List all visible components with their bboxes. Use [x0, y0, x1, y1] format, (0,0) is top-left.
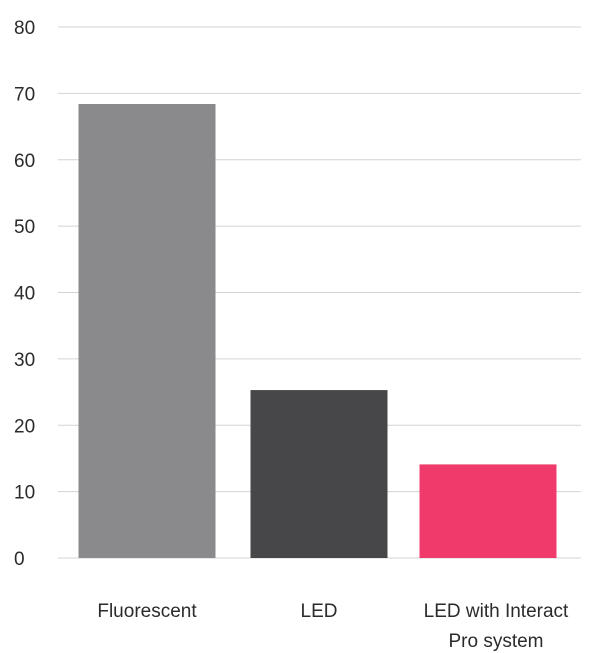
- y-tick-label: 60: [14, 151, 35, 172]
- bar-fluorescent: [78, 103, 216, 559]
- x-category-label: Pro system: [448, 631, 543, 652]
- y-tick-label: 70: [14, 84, 35, 105]
- y-tick-label: 40: [14, 284, 35, 305]
- y-tick-label: 80: [14, 18, 35, 39]
- bars: [78, 103, 557, 559]
- bar-led: [250, 390, 388, 558]
- x-axis-labels: Fluorescent LED LED with Interact Pro syste…: [97, 601, 569, 652]
- y-tick-label: 20: [14, 416, 35, 437]
- x-category-label: LED with Interact: [424, 601, 569, 622]
- y-tick-label: 50: [14, 217, 35, 238]
- y-axis-ticks: 0 10 20 30 40 50 60 70 80: [14, 18, 35, 570]
- bar-led-with-interact-pro-system: [419, 464, 557, 558]
- y-tick-label: 0: [14, 549, 25, 570]
- y-tick-label: 30: [14, 350, 35, 371]
- x-category-label: Fluorescent: [97, 601, 197, 622]
- x-category-label: LED: [301, 601, 338, 622]
- y-tick-label: 10: [14, 483, 35, 504]
